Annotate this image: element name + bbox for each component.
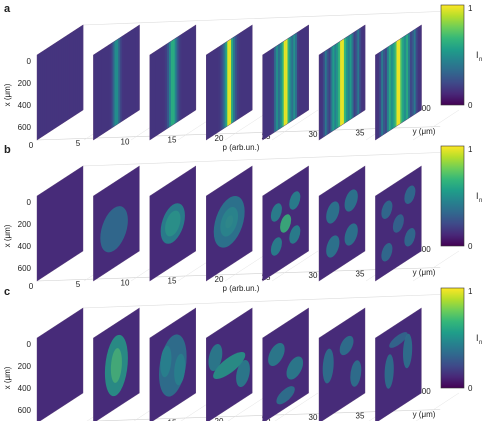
- heatmap-slice: [262, 24, 309, 141]
- p-tick-label: 20: [215, 417, 224, 421]
- colorbar-label-sub: n: [479, 57, 482, 63]
- x-axis: 0 200 400 600 x (μm): [3, 340, 32, 415]
- x-tick-label: 600: [18, 264, 32, 273]
- colorbar-gradient: [440, 287, 465, 389]
- heatmap-slice: [93, 307, 140, 421]
- heatmap-slice: [149, 307, 197, 421]
- heatmap-slice: [318, 24, 366, 141]
- colorbar: 1 0 I n: [440, 145, 482, 251]
- heatmap-slice: [93, 165, 140, 282]
- colorbar-label: I: [476, 191, 479, 201]
- colorbar-max-label: 1: [468, 287, 473, 296]
- heatmap-slice: [36, 165, 84, 282]
- y-tick-label: 500: [417, 245, 431, 254]
- heatmap-slice: [149, 165, 197, 282]
- p-tick-label: 30: [309, 413, 318, 421]
- x-tick-label: 600: [18, 406, 32, 415]
- x-tick-label: 200: [18, 362, 32, 371]
- y-tick-label: 500: [417, 387, 431, 396]
- colorbar-max-label: 1: [468, 4, 473, 13]
- heatmap-slice: [318, 165, 366, 282]
- colorbar-label-sub: n: [479, 340, 482, 346]
- p-tick-label: 15: [168, 136, 177, 145]
- y-tick-label: 500: [417, 104, 431, 113]
- colorbar-label-sub: n: [479, 198, 482, 204]
- heatmap-slice: [262, 307, 309, 421]
- x-axis-label: x (μm): [3, 366, 12, 389]
- p-axis: 05101520253035p (arb.un.): [29, 269, 365, 293]
- colorbar-min-label: 0: [468, 101, 473, 110]
- p-tick-label: 35: [356, 411, 365, 420]
- p-tick-label: 30: [309, 271, 318, 280]
- p-tick-label: 15: [168, 419, 177, 421]
- colorbar: 1 0 I n: [440, 287, 482, 393]
- heatmap-slice: [36, 24, 84, 141]
- p-tick-label: 5: [76, 280, 81, 289]
- x-tick-label: 0: [27, 57, 32, 66]
- panel-label: a: [4, 3, 11, 15]
- p-tick-label: 20: [215, 275, 224, 284]
- x-tick-label: 400: [18, 101, 32, 110]
- p-tick-label: 5: [76, 139, 81, 148]
- p-tick-label: 10: [121, 278, 130, 287]
- x-tick-label: 400: [18, 384, 32, 393]
- p-axis-label: p (arb.un.): [223, 284, 260, 293]
- y-axis-label: y (μm): [413, 268, 436, 277]
- x-tick-label: 400: [18, 242, 32, 251]
- p-tick-label: 20: [215, 134, 224, 143]
- p-axis: 05101520253035p (arb.un.): [29, 128, 365, 152]
- heatmap-slice: [36, 307, 84, 421]
- p-tick-label: 0: [29, 141, 34, 150]
- colorbar-min-label: 0: [468, 242, 473, 251]
- p-tick-label: 35: [356, 128, 365, 137]
- panel-label: c: [4, 286, 10, 298]
- heatmap-slice: [149, 24, 197, 141]
- x-tick-label: 200: [18, 79, 32, 88]
- heatmap-slice: [93, 24, 140, 141]
- colorbar-gradient: [440, 4, 465, 106]
- colorbar-max-label: 1: [468, 145, 473, 154]
- colorbar-label: I: [476, 333, 479, 343]
- x-tick-label: 600: [18, 123, 32, 132]
- x-tick-label: 0: [27, 340, 32, 349]
- colorbar: 1 0 I n: [440, 4, 482, 110]
- x-axis-label: x (μm): [3, 224, 12, 247]
- heatmap-slice: [205, 165, 253, 282]
- p-tick-label: 15: [168, 277, 177, 286]
- heatmap-slice: [318, 307, 366, 421]
- heatmap-slice: [262, 165, 309, 282]
- p-tick-label: 0: [29, 282, 34, 291]
- x-tick-label: 200: [18, 220, 32, 229]
- colorbar-min-label: 0: [468, 384, 473, 393]
- x-axis: 0 200 400 600 x (μm): [3, 198, 32, 273]
- heatmap-slice: [205, 24, 253, 141]
- p-axis-label: p (arb.un.): [223, 143, 260, 152]
- heatmap-slice: [375, 307, 422, 421]
- p-tick-label: 30: [309, 130, 318, 139]
- p-tick-label: 35: [356, 269, 365, 278]
- x-tick-label: 0: [27, 198, 32, 207]
- y-axis-label: y (μm): [413, 410, 436, 419]
- y-axis-label: y (μm): [413, 127, 436, 136]
- heatmap-slice: [205, 307, 253, 421]
- x-axis-label: x (μm): [3, 83, 12, 106]
- p-tick-label: 10: [121, 137, 130, 146]
- colorbar-gradient: [440, 145, 465, 247]
- panel-label: b: [4, 144, 11, 156]
- heatmap-slice: [375, 24, 422, 141]
- x-axis: 0 200 400 600 x (μm): [3, 57, 32, 132]
- heatmap-slice: [375, 165, 422, 282]
- colorbar-label: I: [476, 50, 479, 60]
- p-axis: 05101520253035p (arb.un.): [121, 411, 365, 421]
